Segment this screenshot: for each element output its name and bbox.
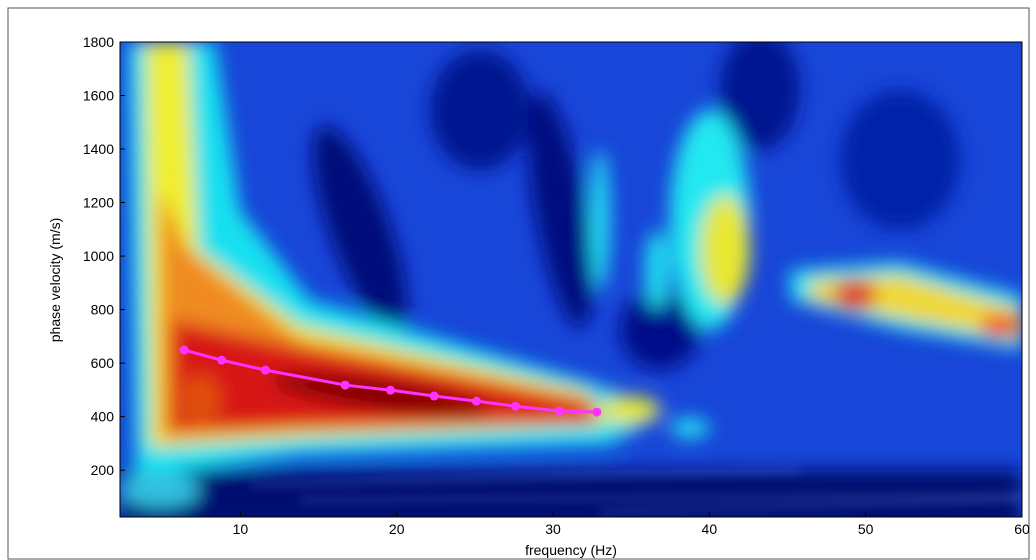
- x-tick-label: 10: [233, 521, 249, 537]
- y-tick-label: 1800: [83, 34, 114, 50]
- curve-point: [511, 401, 521, 411]
- y-tick-label: 600: [91, 355, 115, 371]
- y-tick-label: 1600: [83, 88, 114, 104]
- y-tick-label: 400: [91, 409, 115, 425]
- y-tick-label: 1400: [83, 141, 114, 157]
- curve-point: [592, 407, 602, 417]
- y-tick-label: 800: [91, 302, 115, 318]
- x-tick-label: 60: [1014, 521, 1030, 537]
- x-tick-label: 30: [545, 521, 561, 537]
- y-tick-label: 1000: [83, 248, 114, 264]
- curve: [183, 348, 597, 414]
- curve-point: [217, 355, 227, 365]
- plot-border: [119, 41, 1023, 518]
- y-tick-label: 200: [91, 462, 115, 478]
- y-axis-label: phase velocity (m/s): [47, 218, 63, 342]
- x-tick-label: 40: [702, 521, 718, 537]
- curve-point: [554, 406, 564, 416]
- y-tick-label: 1200: [83, 195, 114, 211]
- frame: [7, 7, 1030, 560]
- curve-point: [429, 391, 439, 401]
- curve-point: [471, 396, 481, 406]
- curve-point: [260, 365, 270, 375]
- heatmap: [120, 42, 1022, 517]
- x-tick-label: 20: [389, 521, 405, 537]
- x-axis-label: frequency (Hz): [525, 542, 617, 558]
- curve-point: [179, 345, 189, 355]
- curve-point: [340, 380, 350, 390]
- curve-point: [385, 385, 395, 395]
- x-tick-label: 50: [858, 521, 874, 537]
